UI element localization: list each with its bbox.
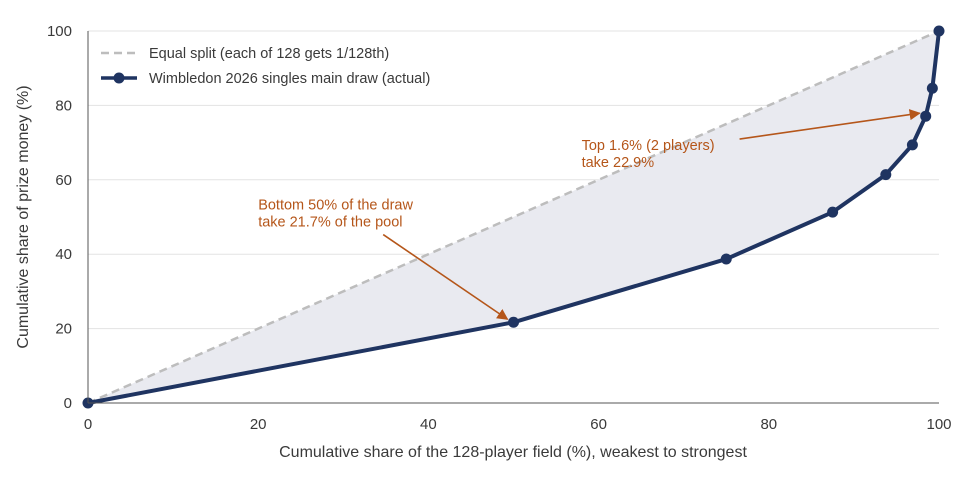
y-tick-label: 0	[64, 395, 72, 412]
data-point	[926, 82, 938, 94]
legend-equal-label: Equal split (each of 128 gets 1/128th)	[149, 46, 389, 62]
x-tick-label: 40	[420, 416, 437, 433]
y-tick-label: 80	[55, 97, 72, 114]
data-point	[827, 206, 839, 218]
x-tick-label: 60	[590, 416, 607, 433]
x-axis-title: Cumulative share of the 128-player field…	[279, 444, 747, 461]
data-point	[906, 139, 918, 151]
data-point	[933, 25, 945, 37]
equal-split-line	[87, 29, 940, 405]
annotation-text: take 21.7% of the pool	[258, 215, 402, 231]
x-tick-label: 20	[250, 416, 267, 433]
y-tick-label: 40	[55, 246, 72, 263]
annotation-arrow	[739, 109, 921, 140]
data-point	[880, 169, 892, 181]
legend: Equal split (each of 128 gets 1/128th) W…	[101, 46, 430, 87]
annotation-text: Top 1.6% (2 players)	[582, 138, 715, 154]
x-tick-labels: 0 20 40 60 80 100	[84, 416, 952, 433]
annotation-text: take 22.9%	[582, 155, 655, 171]
annotation-arrow	[382, 233, 509, 320]
axes	[87, 31, 939, 404]
data-point	[720, 253, 732, 265]
legend-actual-marker	[113, 72, 125, 84]
x-tick-label: 80	[760, 416, 777, 433]
x-tick-label: 100	[926, 416, 951, 433]
legend-actual-label: Wimbledon 2026 singles main draw (actual…	[149, 71, 430, 87]
y-tick-label: 20	[55, 321, 72, 338]
data-points	[82, 25, 945, 409]
y-tick-label: 60	[55, 172, 72, 189]
annotation-text: Bottom 50% of the draw	[258, 198, 413, 214]
y-axis-title: Cumulative share of prize money (%)	[15, 85, 32, 348]
data-point	[508, 316, 519, 328]
y-tick-labels: 0 20 40 60 80 100	[47, 23, 72, 412]
y-tick-label: 100	[47, 23, 72, 40]
data-point	[920, 110, 932, 122]
x-tick-label: 0	[84, 416, 92, 433]
